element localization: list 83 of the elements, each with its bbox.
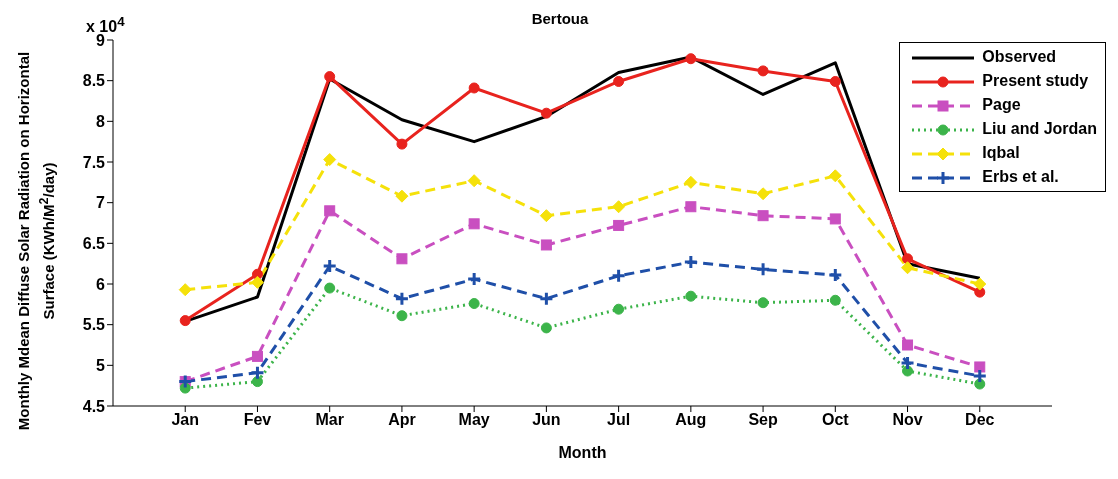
legend-label: Page	[982, 96, 1021, 113]
point	[394, 291, 410, 307]
point	[396, 138, 408, 150]
x-tick-label: Jul	[607, 411, 631, 429]
legend-label: Liu and Jordan	[982, 120, 1097, 137]
x-tick-label: Jan	[171, 411, 200, 429]
point	[395, 189, 409, 203]
point	[611, 268, 627, 284]
point	[612, 200, 626, 214]
y-tick-label: 4.5	[82, 397, 106, 415]
point	[538, 291, 554, 307]
y-tick-label: 8.5	[82, 72, 106, 90]
legend-label: Observed	[982, 48, 1057, 65]
point	[540, 107, 552, 119]
x-tick-label: Apr	[388, 411, 416, 429]
y-tick-label: 8	[96, 113, 106, 131]
point	[757, 65, 769, 77]
point	[828, 169, 842, 183]
y-tick-label: 7.5	[82, 153, 106, 171]
point	[324, 71, 336, 83]
legend-label: Iqbal	[982, 144, 1020, 161]
x-tick-label: Oct	[821, 411, 850, 429]
point	[468, 82, 480, 94]
point	[322, 258, 338, 274]
point	[539, 209, 553, 223]
y-tick-label: 9	[96, 31, 106, 49]
y-tick-label: 5.5	[82, 316, 106, 334]
x-tick-label: Fev	[243, 411, 272, 429]
y-tick-label: 7	[96, 194, 106, 212]
y-tick-label: 6	[96, 275, 106, 293]
point	[396, 253, 408, 265]
point	[685, 53, 697, 65]
y-tick-label: 5	[96, 357, 106, 375]
x-tick-label: Sep	[748, 411, 778, 429]
point	[900, 355, 916, 371]
point	[466, 271, 482, 287]
point	[179, 315, 191, 327]
point	[756, 187, 770, 201]
x-tick-label: Nov	[892, 411, 923, 429]
y-tick-label: 6.5	[82, 235, 106, 253]
point	[829, 75, 841, 87]
point	[685, 201, 697, 213]
x-tick-label: Mar	[315, 411, 344, 429]
point	[613, 219, 625, 231]
x-tick-label: Dec	[965, 411, 995, 429]
point	[396, 310, 408, 322]
point	[829, 213, 841, 225]
legend-label: Present study	[982, 72, 1089, 89]
point	[613, 303, 625, 315]
point	[973, 277, 987, 291]
point	[684, 175, 698, 189]
point	[902, 253, 914, 265]
point	[902, 339, 914, 351]
point	[468, 298, 480, 310]
point	[323, 153, 337, 167]
point	[613, 75, 625, 87]
x-axis-title: Month	[558, 444, 607, 461]
point	[251, 350, 263, 362]
point	[827, 267, 843, 283]
point	[324, 205, 336, 217]
point	[901, 261, 915, 275]
point	[251, 376, 263, 388]
x-tick-label: May	[458, 411, 490, 429]
point	[755, 261, 771, 277]
point	[540, 322, 552, 334]
chart-title: Bertoua	[531, 10, 589, 27]
point	[324, 282, 336, 294]
point	[468, 218, 480, 230]
point	[974, 361, 986, 373]
point	[250, 275, 264, 289]
point	[467, 174, 481, 188]
point	[972, 368, 988, 384]
legend-label: Erbs et al.	[982, 168, 1059, 185]
point	[178, 283, 192, 297]
point	[249, 365, 265, 381]
point	[685, 290, 697, 302]
point	[683, 254, 699, 270]
point	[540, 239, 552, 251]
point	[757, 297, 769, 309]
point	[757, 210, 769, 222]
x-tick-label: Aug	[675, 411, 707, 429]
point	[829, 294, 841, 306]
x-tick-label: Jun	[532, 411, 561, 429]
